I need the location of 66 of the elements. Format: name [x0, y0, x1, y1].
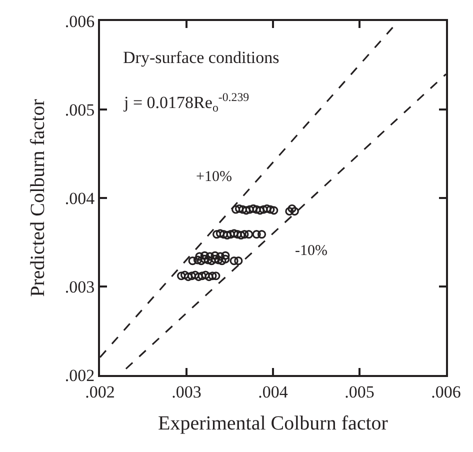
point: [196, 256, 206, 266]
point: [285, 206, 294, 216]
point: [221, 251, 230, 260]
point: [190, 270, 200, 280]
point: [208, 272, 217, 280]
y-tick-label: .006: [64, 12, 95, 31]
point: [226, 230, 235, 239]
point: [210, 251, 220, 260]
y-tick-label: .003: [64, 277, 95, 296]
point: [187, 272, 196, 280]
point: [200, 251, 209, 260]
point: [290, 206, 299, 216]
point: [266, 205, 275, 214]
y-tick-label: .004: [64, 188, 96, 208]
point: [219, 230, 228, 239]
y-axis-title: Predicted Colburn factor: [26, 98, 49, 297]
point: [195, 252, 204, 261]
point: [238, 205, 248, 214]
point: [206, 252, 214, 261]
point: [188, 256, 197, 266]
point: [257, 230, 266, 239]
point: [230, 256, 238, 266]
point: [221, 254, 230, 264]
point: [242, 206, 250, 215]
point: [193, 256, 202, 264]
point: [233, 230, 242, 239]
x-tick-label: .002: [85, 382, 115, 402]
point: [222, 230, 232, 240]
point: [201, 270, 210, 280]
point: [252, 205, 261, 214]
point: [184, 272, 193, 282]
point: [248, 204, 258, 213]
x-tick-label: .006: [431, 382, 461, 402]
point: [240, 230, 249, 239]
point: [216, 252, 225, 261]
point: [198, 272, 206, 280]
point: [245, 205, 254, 214]
point: [230, 229, 238, 238]
point: [244, 230, 254, 239]
point: [194, 272, 203, 282]
x-tick-label: .004: [258, 382, 288, 402]
point: [234, 204, 244, 213]
point: [259, 205, 268, 214]
annotation: Dry-surface conditions: [123, 48, 280, 67]
y-tick-label: .005: [64, 100, 95, 120]
point: [212, 272, 220, 280]
point: [234, 256, 243, 266]
point: [216, 229, 225, 238]
x-tick-label: .005: [344, 382, 374, 402]
point: [288, 204, 296, 213]
point: [236, 230, 246, 240]
point: [177, 272, 186, 280]
point: [212, 230, 222, 239]
y-tick-label: .002: [64, 366, 95, 385]
point: [262, 204, 272, 213]
point: [256, 206, 264, 215]
point: [204, 272, 214, 282]
point: [232, 205, 240, 214]
annotation: -10%: [295, 243, 328, 259]
x-tick-label: .003: [172, 382, 202, 402]
point: [180, 270, 190, 280]
x-axis-title: Experimental Colburn factor: [158, 412, 388, 434]
point: [252, 230, 261, 239]
annotation: +10%: [196, 169, 232, 185]
point: [270, 206, 278, 215]
point: [218, 256, 226, 266]
